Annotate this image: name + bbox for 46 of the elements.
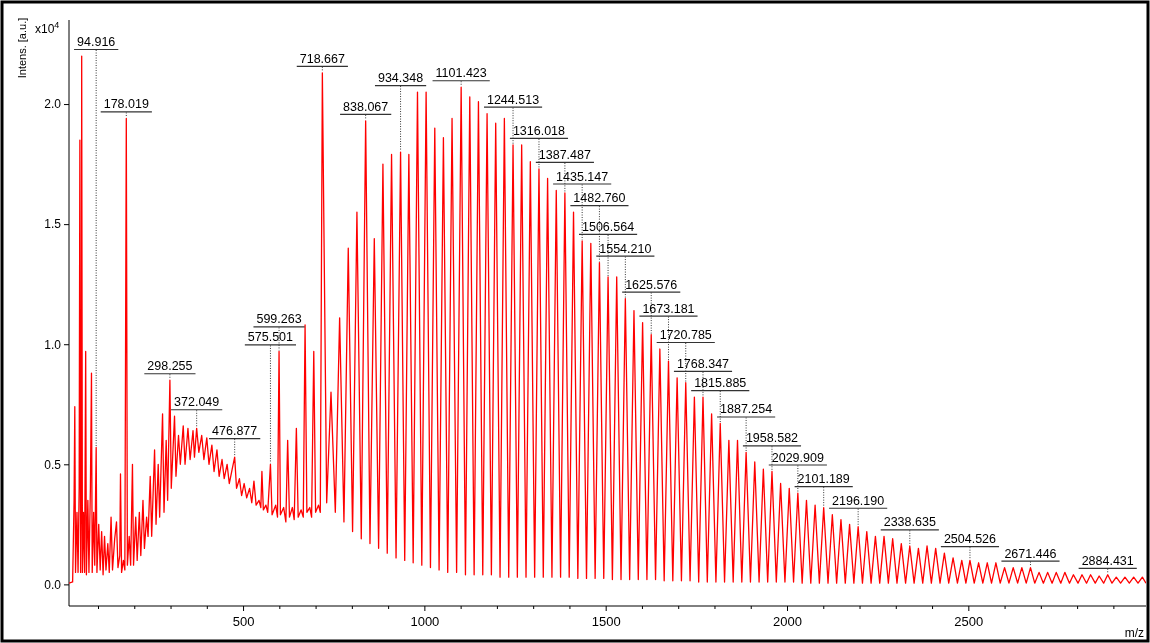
annotation: 838.067 [343,99,389,114]
line-series [69,55,1146,584]
annotation: 1958.582 [745,431,799,446]
annotation: 476.877 [212,424,258,439]
annotation: 575.501 [247,330,294,345]
annotation: 2029.909 [771,450,824,465]
annotation: 2504.526 [943,532,997,547]
y-tick-label: 2.0 [44,97,62,112]
annotation: 298.255 [147,359,193,374]
annotation: 2671.446 [1004,546,1057,561]
annotation: 1101.423 [435,66,487,81]
annotation: 94.916 [77,35,116,50]
annotation: 2338.635 [883,515,936,530]
y-tick-label: 0.5 [44,457,62,472]
annotation: 372.049 [174,395,220,410]
annotation: 1506.564 [582,219,635,234]
annotation: 1387.487 [538,147,591,162]
annotation: 1625.576 [625,277,678,292]
x-tick-label: 1000 [410,613,440,629]
x-tick-label: 2500 [954,613,984,629]
annotation: 1720.785 [659,328,712,343]
annotation: 2101.189 [797,472,850,487]
text: x10$^{4}$ [35,20,60,36]
annotation: 1316.018 [512,123,566,138]
annotation: 718.667 [299,51,345,66]
annotation: 934.348 [377,71,424,86]
y-tick-label: 1.0 [44,337,62,352]
x-tick-label: 500 [232,613,255,629]
annotation: 2196.190 [832,493,885,508]
annotation: 1435.147 [556,169,609,184]
x-tick-label: 1500 [591,613,621,629]
y-tick-label: 0.0 [44,577,62,592]
annotation: 1244.513 [486,92,540,107]
annotation: 178.019 [103,97,149,112]
annotation: 2884.431 [1081,553,1134,568]
x-axis-title: m/z [1124,626,1144,640]
annotation: 1673.181 [642,301,695,316]
annotation: 1482.760 [573,191,626,206]
annotation: 1887.254 [720,402,773,417]
annotation: 1768.347 [676,356,730,371]
annotation: 1815.885 [694,376,747,391]
annotation: 1554.210 [599,241,652,256]
annotation: 599.263 [256,312,302,327]
y-axis-title: Intens. [a.u.] [16,17,28,79]
y-tick-label: 1.5 [44,217,62,232]
x-tick-label: 2000 [773,613,802,629]
